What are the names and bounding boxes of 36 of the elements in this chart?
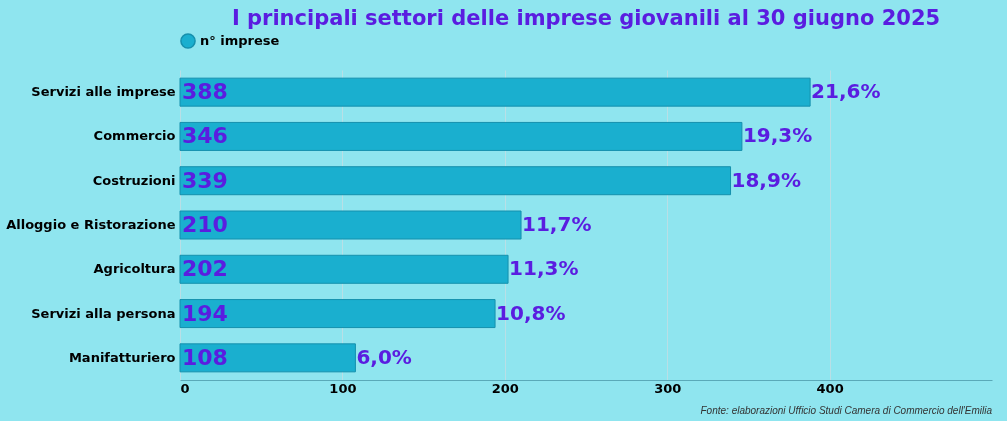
annotation: 19,3% xyxy=(742,123,813,148)
annotation: 6,0% xyxy=(356,344,412,369)
y-tick-label: Alloggio e Ristorazione xyxy=(6,217,176,232)
y-tick-label: Agricoltura xyxy=(93,261,176,277)
bar xyxy=(179,254,509,284)
source-note: Fonte: elaborazioni Ufficio Studi Camera di Commercio dell'Emilia xyxy=(700,405,993,416)
annotation: 10,8% xyxy=(496,300,566,325)
bar xyxy=(179,299,496,329)
data-label: 346 xyxy=(182,123,228,149)
x-tick-label: 400 xyxy=(816,380,844,396)
data-label: 108 xyxy=(182,344,228,370)
bar xyxy=(179,77,811,107)
annotation: 18,9% xyxy=(731,167,801,192)
chart-title: I principali settori delle imprese giovanili al 30 giugno 2025 xyxy=(231,6,941,30)
x-tick-label: 0 xyxy=(180,380,190,396)
annotation: 11,7% xyxy=(522,212,592,236)
y-tick-label: Commercio xyxy=(93,128,176,144)
legend-label: n° imprese xyxy=(200,33,280,48)
data-label: 388 xyxy=(182,79,228,105)
data-label: 210 xyxy=(182,212,228,237)
bar xyxy=(179,343,356,373)
annotation: 21,6% xyxy=(811,79,881,104)
y-tick-label: Servizi alla persona xyxy=(31,305,176,321)
annotation: 11,3% xyxy=(509,256,579,281)
data-label: 194 xyxy=(182,300,228,326)
y-tick-label: Manifatturiero xyxy=(68,349,176,365)
x-tick-label: 100 xyxy=(329,380,357,396)
x-tick-label: 200 xyxy=(491,380,519,396)
bar xyxy=(179,121,743,151)
data-label: 339 xyxy=(182,167,228,193)
data-label: 202 xyxy=(182,256,228,282)
y-tick-label: Costruzioni xyxy=(92,172,176,188)
bar xyxy=(179,166,732,196)
y-tick-label: Servizi alle imprese xyxy=(31,84,176,100)
bar xyxy=(179,210,522,240)
x-tick-label: 300 xyxy=(654,380,682,396)
